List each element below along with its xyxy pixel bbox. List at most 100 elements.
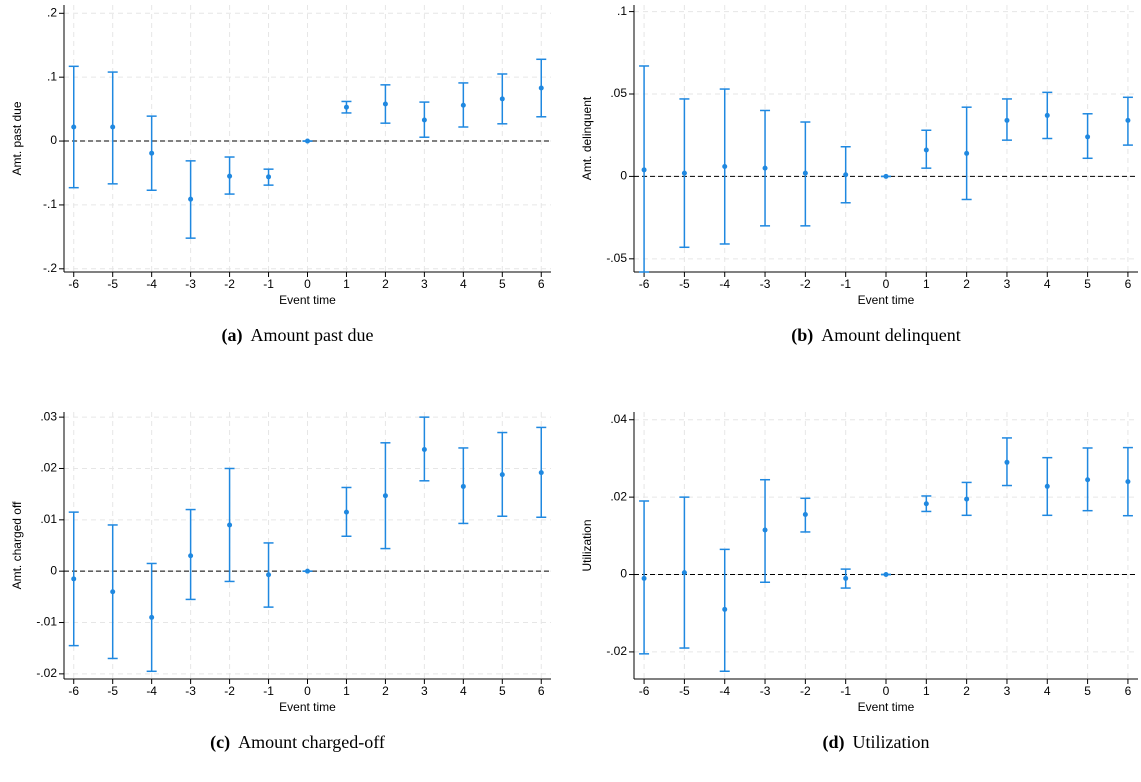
point xyxy=(343,509,349,515)
y-tick-label: .04 xyxy=(610,412,627,426)
x-tick-label: 1 xyxy=(923,277,930,291)
x-tick-label: 6 xyxy=(538,277,545,291)
caption-label: (c) xyxy=(210,732,230,753)
caption: (d) Utilization xyxy=(823,732,930,753)
x-tick-label: -5 xyxy=(679,684,690,698)
x-tick-label: -2 xyxy=(224,684,235,698)
caption: (c) Amount charged-off xyxy=(210,732,385,753)
x-tick-label: -5 xyxy=(107,684,118,698)
y-tick-label: -.02 xyxy=(36,666,57,680)
x-tick-label: 4 xyxy=(1044,277,1051,291)
point xyxy=(964,150,970,156)
point xyxy=(722,606,728,612)
caption-text: Amount past due xyxy=(251,325,374,345)
point xyxy=(382,101,388,107)
x-tick-label: -4 xyxy=(146,277,157,291)
point xyxy=(188,553,194,559)
point xyxy=(802,170,808,176)
x-tick-label: 0 xyxy=(883,277,890,291)
point xyxy=(227,522,233,528)
x-axis-label: Event time xyxy=(279,700,336,714)
point xyxy=(266,174,272,180)
y-tick-label: -.02 xyxy=(606,644,627,658)
point xyxy=(762,165,768,171)
point xyxy=(1125,117,1131,123)
point xyxy=(1044,483,1050,489)
point xyxy=(1085,134,1091,140)
point xyxy=(227,173,233,179)
x-tick-label: -6 xyxy=(68,684,79,698)
caption-label: (a) xyxy=(222,325,243,346)
x-tick-label: -6 xyxy=(68,277,79,291)
y-axis-label: Amt. charged off xyxy=(10,501,24,589)
x-tick-label: 4 xyxy=(460,277,467,291)
point xyxy=(460,102,466,108)
point xyxy=(1125,479,1131,485)
point xyxy=(421,446,427,452)
point xyxy=(883,173,889,179)
point xyxy=(1004,117,1010,123)
x-tick-label: 3 xyxy=(1004,684,1011,698)
x-tick-label: 4 xyxy=(460,684,467,698)
point xyxy=(71,124,77,130)
x-tick-label: -1 xyxy=(840,277,851,291)
point xyxy=(266,572,272,578)
y-axis-label: Amt. past due xyxy=(10,101,24,175)
point xyxy=(843,172,849,178)
x-tick-label: 3 xyxy=(421,277,428,291)
point xyxy=(538,85,544,91)
y-axis-label: Amt. delinquent xyxy=(580,96,594,180)
caption-text: Utilization xyxy=(853,732,930,752)
y-tick-label: -.05 xyxy=(606,251,627,265)
panel: -.02 0 .02 .04 -6 -5 -4 -3 -2 -1 0 1 2 3 4 5 6 Event time… xyxy=(580,412,1138,753)
point xyxy=(71,576,77,582)
x-tick-label: -4 xyxy=(719,684,730,698)
point xyxy=(499,96,505,102)
point xyxy=(681,570,687,576)
x-axis-label: Event time xyxy=(858,293,915,307)
y-tick-label: .1 xyxy=(617,4,627,18)
point xyxy=(923,147,929,153)
y-tick-label: -.01 xyxy=(36,615,57,629)
x-tick-label: 2 xyxy=(963,684,970,698)
x-tick-label: 5 xyxy=(1084,277,1091,291)
x-tick-label: -5 xyxy=(679,277,690,291)
x-tick-label: -4 xyxy=(719,277,730,291)
y-tick-label: 0 xyxy=(620,169,627,183)
y-tick-label: .02 xyxy=(610,489,627,503)
x-tick-label: 6 xyxy=(1125,277,1132,291)
panel: -.02 -.01 0 .01 .02 .03 -6 -5 -4 -3 -2 -1 0 1 2 3 4 5 6 Eve… xyxy=(10,409,551,753)
y-tick-label: 0 xyxy=(620,567,627,581)
y-tick-label: .05 xyxy=(610,86,627,100)
point xyxy=(305,568,310,574)
y-axis-label: Utilization xyxy=(580,519,594,571)
point xyxy=(923,501,929,507)
x-axis-label: Event time xyxy=(858,700,915,714)
x-tick-label: 1 xyxy=(343,277,350,291)
y-tick-label: .03 xyxy=(40,409,57,423)
point xyxy=(964,496,970,502)
point xyxy=(149,614,155,620)
point xyxy=(762,527,768,533)
x-tick-label: 1 xyxy=(343,684,350,698)
point xyxy=(460,483,466,489)
x-tick-label: 6 xyxy=(538,684,545,698)
y-tick-label: .01 xyxy=(40,512,57,526)
point xyxy=(722,164,728,170)
point xyxy=(1044,112,1050,118)
x-tick-label: 5 xyxy=(499,277,506,291)
point xyxy=(802,512,808,518)
point xyxy=(149,150,155,156)
caption-text: Amount charged-off xyxy=(238,732,385,752)
caption-label: (d) xyxy=(823,732,845,753)
point xyxy=(421,117,427,123)
x-tick-label: -2 xyxy=(800,684,811,698)
caption-label: (b) xyxy=(791,325,813,346)
point xyxy=(110,124,116,130)
point xyxy=(1004,459,1010,465)
point xyxy=(110,589,116,595)
y-tick-label: 0 xyxy=(50,563,57,577)
x-tick-label: -3 xyxy=(185,684,196,698)
y-tick-label: .2 xyxy=(47,5,57,19)
